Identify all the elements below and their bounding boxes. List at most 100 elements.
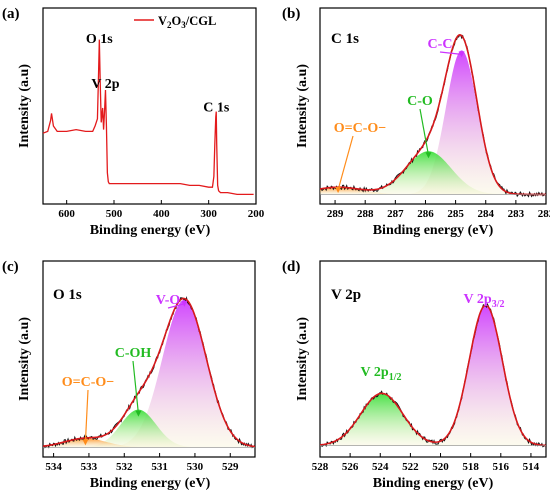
panel-title-c: O 1s bbox=[53, 287, 82, 303]
peak-arrowhead bbox=[458, 51, 465, 58]
peak-label: O=C-O− bbox=[62, 375, 115, 390]
x-tick-label: 286 bbox=[417, 208, 434, 220]
peak-arrow bbox=[167, 303, 185, 309]
plot-area-c bbox=[42, 296, 256, 449]
component-peak-O-C-O- bbox=[320, 187, 546, 195]
y-axis-label-d: Intensity (a.u) bbox=[295, 317, 310, 401]
annotations-d: V 2p3/2V 2p1/2 bbox=[361, 292, 505, 383]
x-tick-label: 526 bbox=[342, 461, 359, 473]
legend-text-a: V2O3/CGL bbox=[158, 14, 216, 30]
peak-arrowhead bbox=[335, 187, 342, 193]
peak-arrow bbox=[337, 135, 354, 191]
x-tick-label: 531 bbox=[151, 461, 168, 473]
plot-area-d bbox=[319, 302, 547, 448]
panel-b: (b) C 1s 289 288 287 286 285 284 283 282 Bindin… bbox=[282, 6, 550, 238]
y-axis-label-c: Intensity (a.u) bbox=[17, 317, 32, 401]
peak-label: V 2p1/2 bbox=[361, 365, 402, 383]
component-peak-O-C-O- bbox=[43, 438, 255, 448]
peak-label-sub: 1/2 bbox=[389, 372, 402, 383]
peak-arrowhead bbox=[181, 300, 188, 307]
x-tick-label: 284 bbox=[477, 208, 494, 220]
component-peak-V-2p1-2 bbox=[320, 393, 546, 446]
x-tick-label: 533 bbox=[81, 461, 98, 473]
peak-arrow bbox=[419, 108, 430, 156]
x-tick-label: 518 bbox=[462, 461, 479, 473]
panel-title-b: C 1s bbox=[331, 31, 359, 47]
component-peak-C-O bbox=[320, 151, 546, 195]
x-tick-label: 522 bbox=[402, 461, 419, 473]
x-tick-label: 600 bbox=[58, 208, 75, 220]
survey-spectrum-line bbox=[42, 39, 254, 196]
x-tick-label: 516 bbox=[493, 461, 510, 473]
x-tick-label: 514 bbox=[523, 461, 540, 473]
peak-annotation: V 2p bbox=[91, 77, 119, 92]
x-tick-label: 500 bbox=[106, 208, 123, 220]
x-tick-label: 200 bbox=[248, 208, 265, 220]
component-peak-C-OH bbox=[43, 409, 255, 448]
x-axis-label-d: Binding energy (eV) bbox=[373, 476, 494, 491]
panel-label-a: (a) bbox=[2, 6, 20, 22]
plot-area-a bbox=[42, 39, 254, 196]
component-peak-V-O bbox=[43, 299, 255, 448]
peak-arrowhead bbox=[82, 439, 89, 446]
peak-label: V-O bbox=[156, 293, 181, 308]
plot-area-b bbox=[319, 34, 547, 198]
peak-arrowhead bbox=[135, 410, 142, 417]
peak-arrow bbox=[84, 389, 89, 443]
x-tick-label: 285 bbox=[447, 208, 464, 220]
x-ticks-b: 289 288 287 286 285 284 283 282 bbox=[327, 200, 550, 220]
legend-a: V2O3/CGL bbox=[134, 14, 216, 30]
plot-frame-b bbox=[319, 7, 547, 205]
peak-arrow bbox=[439, 51, 462, 55]
panel-c: (c) O 1s 534 533 532 531 530 529 Binding ener… bbox=[2, 259, 256, 491]
x-tick-label: 520 bbox=[432, 461, 449, 473]
x-tick-label: 528 bbox=[312, 461, 329, 473]
annotations-c: V-O C-OHO=C-O− bbox=[62, 293, 188, 446]
peak-label: C-C bbox=[428, 37, 453, 52]
x-axis-label-b: Binding energy (eV) bbox=[373, 223, 494, 238]
envelope-fit-line bbox=[42, 297, 256, 448]
peak-label: O=C-O− bbox=[334, 121, 387, 136]
peak-annotation: O 1s bbox=[86, 32, 113, 47]
panel-a: (a) 600 500 400 300 200 Binding energy (eV) … bbox=[2, 6, 265, 238]
panel-label-d: (d) bbox=[282, 259, 300, 275]
plot-frame-a bbox=[42, 7, 257, 205]
peak-arrow bbox=[132, 360, 139, 414]
panel-d: (d) V 2p 528 526 524 522 520 518 516 514 Bindin… bbox=[282, 259, 547, 491]
x-tick-label: 530 bbox=[187, 461, 204, 473]
x-tick-label: 532 bbox=[116, 461, 133, 473]
x-tick-label: 287 bbox=[387, 208, 404, 220]
y-axis-label-b: Intensity (a.u) bbox=[295, 64, 310, 148]
x-tick-label: 300 bbox=[200, 208, 217, 220]
envelope-fit-line bbox=[319, 304, 547, 447]
panel-label-c: (c) bbox=[2, 259, 19, 275]
peak-label-main: V 2p bbox=[361, 365, 389, 380]
x-tick-label: 288 bbox=[357, 208, 374, 220]
x-ticks-a: 600 500 400 300 200 bbox=[58, 200, 265, 220]
x-tick-label: 282 bbox=[538, 208, 550, 220]
y-axis-label-a: Intensity (a.u) bbox=[17, 64, 32, 148]
panel-title-d: V 2p bbox=[331, 287, 361, 303]
component-peak-V-2p3-2 bbox=[320, 305, 546, 446]
x-ticks-d: 528 526 524 522 520 518 516 514 bbox=[312, 453, 540, 473]
plot-frame-d bbox=[319, 260, 547, 458]
peak-annotation: C 1s bbox=[203, 101, 230, 116]
x-axis-label-c: Binding energy (eV) bbox=[90, 476, 211, 491]
peak-label: V 2p3/2 bbox=[464, 292, 505, 310]
peak-label: C-O bbox=[407, 94, 433, 109]
peak-label-sub: 3/2 bbox=[492, 299, 505, 310]
x-tick-label: 529 bbox=[222, 461, 239, 473]
peak-arrowhead bbox=[425, 152, 432, 159]
x-tick-label: 289 bbox=[327, 208, 344, 220]
x-ticks-c: 534 533 532 531 530 529 bbox=[45, 453, 239, 473]
annotations-b: C-C C-O O=C-O− bbox=[334, 37, 465, 193]
plot-frame-c bbox=[42, 260, 256, 458]
envelope-fit-line bbox=[319, 34, 546, 196]
annotations-a: O 1s V 2p C 1s bbox=[86, 32, 230, 115]
x-tick-label: 400 bbox=[153, 208, 170, 220]
peak-label: C-OH bbox=[115, 346, 152, 361]
x-tick-label: 283 bbox=[508, 208, 525, 220]
peak-label-main: V 2p bbox=[464, 292, 492, 307]
x-tick-label: 524 bbox=[372, 461, 389, 473]
